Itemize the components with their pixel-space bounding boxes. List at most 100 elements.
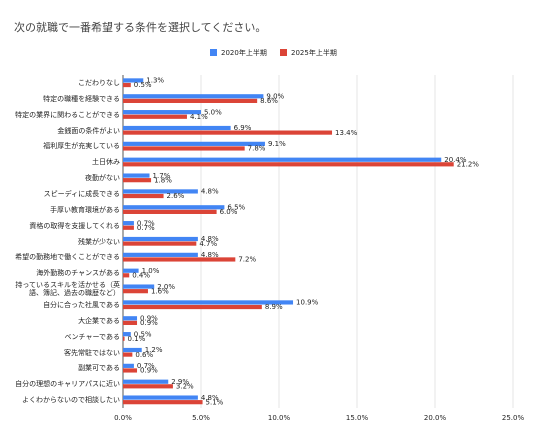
bar	[123, 257, 236, 262]
bar	[123, 193, 164, 199]
y-tick-label: 特定の職種を経験できる	[43, 94, 120, 103]
x-tick-label: 20.0%	[424, 414, 447, 422]
value-label: 5.0%	[204, 108, 222, 116]
bar	[123, 162, 454, 167]
x-tick-label: 0.0%	[114, 414, 132, 422]
bar	[123, 400, 203, 405]
value-label: 20.4%	[444, 156, 467, 164]
y-tick-label: 客先常駐ではない	[64, 348, 120, 357]
bar	[123, 94, 264, 99]
bar	[123, 78, 144, 83]
value-label: 1.0%	[142, 267, 160, 275]
bar	[123, 98, 258, 103]
y-tick-label: 夜勤がない	[85, 174, 120, 183]
bar	[123, 189, 198, 194]
bar	[123, 304, 262, 310]
y-tick-label: 副業可である	[78, 364, 120, 373]
bar	[123, 316, 138, 321]
y-tick-label: 自分の理想のキャリアパスに近い	[15, 380, 120, 389]
bar	[123, 241, 197, 246]
x-tick-label: 15.0%	[346, 414, 369, 422]
legend-swatch	[280, 49, 287, 56]
bar	[123, 363, 134, 368]
bar	[123, 236, 198, 242]
bar	[123, 273, 130, 278]
value-label: 6.9%	[234, 124, 252, 132]
bar	[123, 173, 150, 178]
value-label: 4.7%	[199, 240, 217, 248]
bar	[123, 252, 198, 257]
value-label: 1.3%	[146, 77, 164, 85]
value-label: 0.4%	[132, 272, 150, 280]
value-label: 0.5%	[134, 330, 152, 338]
x-tick-label: 10.0%	[268, 414, 291, 422]
bar	[123, 336, 125, 341]
y-tick-label: よくわからないので相談したい	[22, 396, 120, 405]
bar	[123, 205, 225, 210]
value-label: 6.0%	[220, 208, 238, 216]
bar	[123, 178, 152, 183]
bar	[123, 146, 245, 151]
y-tick-label: ベンチャーである	[64, 332, 120, 341]
value-label: 3.2%	[176, 383, 194, 391]
bar	[123, 125, 231, 131]
bar	[123, 300, 294, 305]
value-label: 0.1%	[128, 335, 146, 343]
value-label: 0.9%	[140, 314, 158, 322]
bar	[123, 368, 138, 373]
y-tick-label: 資格の取得を支援してくれる	[29, 221, 120, 230]
legend-swatch	[210, 49, 217, 56]
value-label: 1.7%	[153, 172, 171, 180]
y-tick-label: 金銭面の条件がよい	[57, 126, 120, 135]
bar	[123, 157, 442, 162]
bar	[123, 141, 265, 146]
y-tick-label: こだわりなし	[78, 78, 120, 87]
value-label: 4.8%	[201, 251, 219, 259]
value-label: 9.1%	[268, 140, 286, 148]
y-tick-label: 海外勤務のチャンスがある	[36, 269, 120, 278]
value-label: 2.6%	[167, 192, 185, 200]
bar	[123, 395, 198, 400]
bar	[123, 110, 201, 115]
y-tick-label: 特定の業界に関わることができる	[15, 110, 120, 119]
bar	[123, 221, 134, 226]
y-tick-label: 残業が少ない	[78, 237, 120, 246]
legend-label: 2020年上半期	[221, 48, 267, 57]
y-tick-label: 土日休み	[92, 158, 120, 167]
value-label: 1.2%	[145, 346, 163, 354]
chart-title: 次の就職で一番希望する条件を選択してください。	[14, 20, 266, 34]
value-label: 4.1%	[190, 113, 208, 121]
value-label: 9.0%	[266, 92, 284, 100]
value-label: 4.8%	[201, 394, 219, 402]
value-label: 10.9%	[296, 299, 319, 307]
value-label: 1.8%	[154, 176, 172, 184]
legend-label: 2025年上半期	[291, 48, 337, 57]
value-label: 13.4%	[335, 129, 358, 137]
bar	[123, 379, 169, 384]
bar	[123, 82, 131, 88]
bar	[123, 352, 133, 357]
y-tick-label: 自分に合った社風である	[43, 300, 120, 309]
value-label: 8.6%	[260, 97, 278, 105]
bar	[123, 320, 138, 325]
value-label: 4.8%	[201, 235, 219, 243]
bar	[123, 225, 134, 230]
bar	[123, 384, 173, 389]
bar	[123, 209, 217, 214]
value-label: 0.9%	[140, 319, 158, 327]
bar	[123, 130, 333, 135]
bar	[123, 332, 131, 337]
y-tick-label: 大企業である	[78, 316, 120, 325]
value-label: 0.9%	[140, 367, 158, 375]
value-label: 8.9%	[265, 303, 283, 311]
value-label: 6.5%	[227, 203, 245, 211]
bar	[123, 289, 148, 294]
bar	[123, 114, 187, 119]
y-tick-label: 持っているスキルを活かせる（英語、簿記、過去の職歴など）	[15, 281, 120, 298]
x-tick-label: 25.0%	[502, 414, 525, 422]
value-label: 21.2%	[457, 161, 480, 169]
value-label: 2.0%	[157, 283, 175, 291]
value-label: 0.7%	[137, 362, 155, 370]
